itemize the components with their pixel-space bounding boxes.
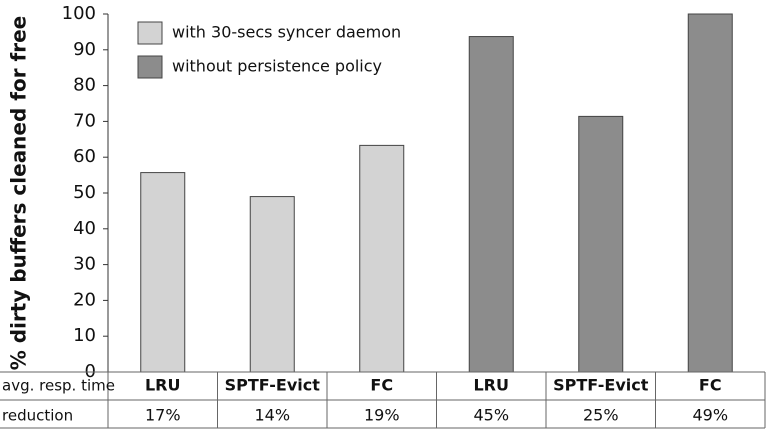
x-tick-label: LRU xyxy=(145,376,181,395)
y-tick-label: 30 xyxy=(73,254,96,275)
bar xyxy=(468,36,514,373)
y-tick-label: 70 xyxy=(73,110,96,131)
bar xyxy=(578,115,624,373)
legend-label: with 30-secs syncer daemon xyxy=(172,23,401,42)
table-value: 49% xyxy=(692,406,728,425)
legend-swatch xyxy=(137,55,163,79)
y-tick-label: 80 xyxy=(73,75,96,96)
y-axis-label: % dirty buffers cleaned for free xyxy=(7,16,31,370)
table-value: 19% xyxy=(364,406,400,425)
x-tick-label: LRU xyxy=(473,376,509,395)
legend-swatch xyxy=(137,21,163,45)
x-tick-label: SPTF-Evict xyxy=(553,376,649,395)
y-tick-label: 20 xyxy=(73,289,96,310)
y-tick-label: 10 xyxy=(73,325,96,346)
bar xyxy=(140,172,186,373)
table-value: 45% xyxy=(473,406,509,425)
bar xyxy=(249,196,295,373)
table-value: 25% xyxy=(583,406,619,425)
y-tick-label: 40 xyxy=(73,218,96,239)
y-tick-label: 90 xyxy=(73,39,96,60)
x-tick-label: FC xyxy=(699,376,722,395)
bar xyxy=(687,13,733,373)
x-tick-label: FC xyxy=(370,376,393,395)
table-value: 17% xyxy=(145,406,181,425)
row-label: avg. resp. time xyxy=(2,377,115,395)
bar xyxy=(359,144,405,373)
y-tick-label: 50 xyxy=(73,182,96,203)
y-tick-label: 60 xyxy=(73,146,96,167)
x-tick-label: SPTF-Evict xyxy=(225,376,321,395)
table-value: 14% xyxy=(254,406,290,425)
y-tick-label: 100 xyxy=(62,3,96,24)
row-label: reduction xyxy=(2,407,73,425)
legend-label: without persistence policy xyxy=(172,57,382,76)
